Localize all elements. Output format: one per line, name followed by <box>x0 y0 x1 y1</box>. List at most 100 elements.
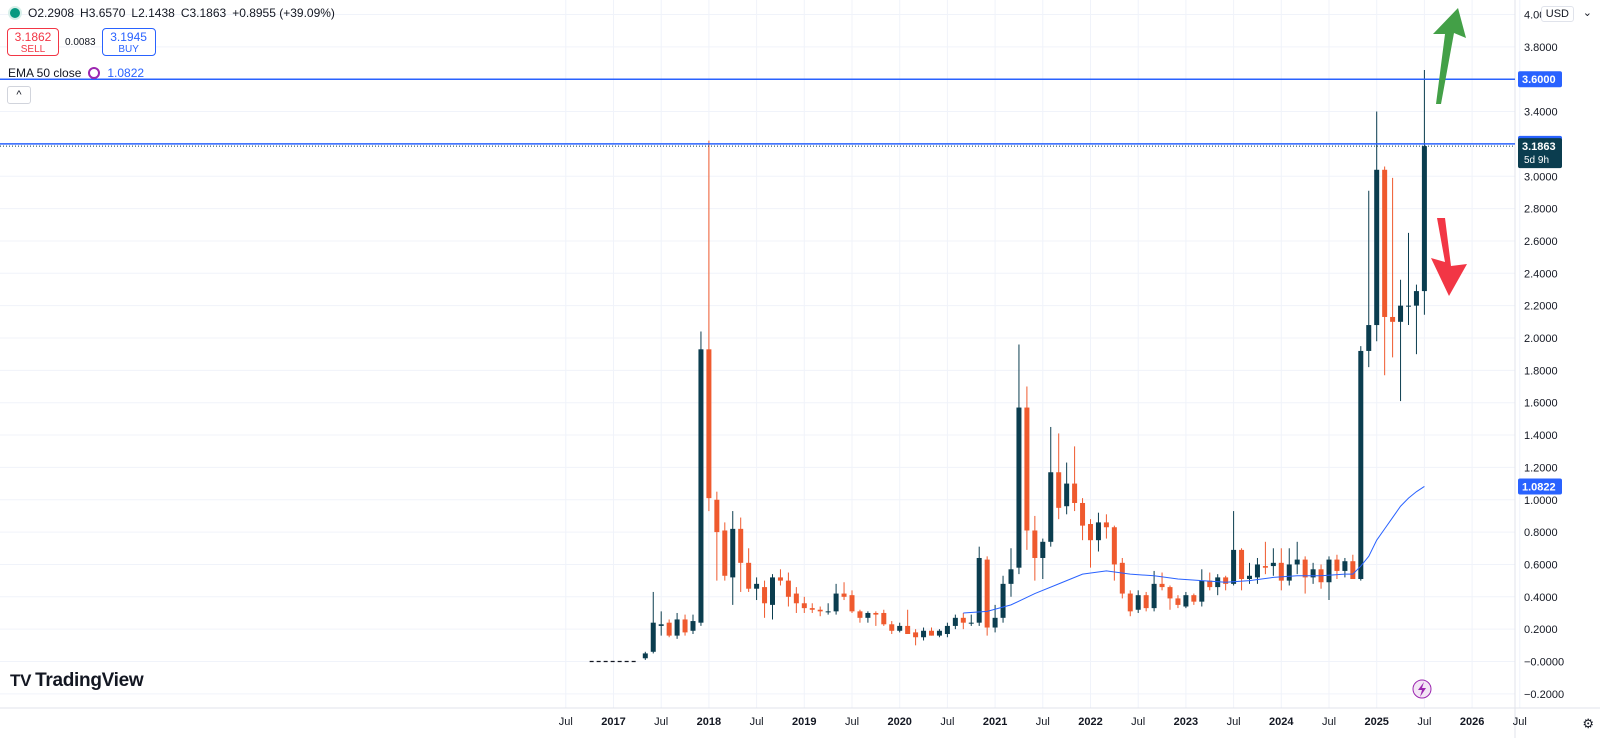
y-tick-label: 2.6000 <box>1524 236 1558 248</box>
candle-body <box>698 349 704 623</box>
candle-body <box>889 624 895 631</box>
last-price-badge: 3.1863 <box>1522 141 1556 153</box>
candle-body <box>873 612 879 615</box>
x-tick-label: 2024 <box>1269 716 1294 728</box>
market-status-icon <box>8 6 22 20</box>
candle-body <box>1135 595 1141 610</box>
candle-body <box>770 577 775 605</box>
candle-body <box>1040 541 1046 558</box>
candle-body <box>1239 549 1245 580</box>
x-tick-label: 2021 <box>983 716 1007 728</box>
candle-body <box>1413 291 1419 306</box>
sell-button[interactable]: 3.1862 SELL <box>7 28 59 56</box>
y-tick-label: 3.8000 <box>1524 42 1558 54</box>
candle-body <box>1072 483 1078 503</box>
y-tick-label: 1.2000 <box>1524 462 1558 474</box>
candle-body <box>913 632 919 638</box>
candle-body <box>849 595 855 612</box>
candle-body <box>1302 559 1308 578</box>
candle-body <box>992 617 998 628</box>
candle-body <box>1143 595 1149 609</box>
indicator-value: 1.0822 <box>107 66 145 80</box>
candle-body <box>730 528 736 578</box>
gear-icon[interactable]: ⚙ <box>1582 716 1594 731</box>
candle-body <box>1215 577 1221 588</box>
ema-price-badge: 1.0822 <box>1522 481 1556 493</box>
buy-price: 3.1945 <box>110 30 147 44</box>
x-tick-label: Jul <box>1322 716 1336 728</box>
spread-value: 0.0083 <box>65 36 96 48</box>
candle-body <box>793 593 799 604</box>
y-tick-label: −0.2000 <box>1524 689 1564 701</box>
candle-body <box>1247 575 1252 580</box>
candle-body <box>881 612 887 625</box>
x-tick-label: 2025 <box>1364 716 1388 728</box>
candle-body <box>650 622 656 652</box>
y-tick-label: 2.2000 <box>1524 301 1558 313</box>
candle-body <box>1334 559 1340 571</box>
red-down-arrow <box>1431 218 1467 296</box>
candle-body <box>1127 593 1133 612</box>
candle-body <box>706 349 712 499</box>
candle-body <box>1183 595 1189 607</box>
y-tick-label: 1.0000 <box>1524 495 1558 507</box>
level-price-badge-bg <box>1518 71 1562 88</box>
candle-body <box>817 609 823 612</box>
x-tick-label: 2017 <box>601 716 625 728</box>
candle-body <box>1278 562 1284 581</box>
x-tick-label: Jul <box>1513 716 1527 728</box>
candle-body <box>905 625 911 635</box>
candle-body <box>1374 169 1380 326</box>
candle-body <box>1207 580 1213 588</box>
x-tick-label: Jul <box>940 716 954 728</box>
candle-body <box>1421 146 1427 292</box>
ohlc-legend: O2.2908 H3.6570 L2.1438 C3.1863 +0.8955 … <box>8 6 335 20</box>
candle-body <box>1056 472 1062 508</box>
last-price-badge-bg <box>1518 138 1562 169</box>
collapse-legend-button[interactable]: ^ <box>7 86 31 104</box>
candle-body <box>674 619 680 636</box>
candle-body <box>777 577 783 581</box>
currency-selector[interactable]: USD <box>1540 6 1574 22</box>
close-value: C3.1863 <box>180 6 227 20</box>
candle-body <box>1310 569 1316 578</box>
candle-body <box>1119 562 1125 594</box>
chevron-down-icon[interactable]: ⌄ <box>1582 7 1592 19</box>
candle-body <box>1167 587 1173 599</box>
candle-body <box>1103 522 1109 528</box>
candle-body <box>1286 564 1292 581</box>
candle-body <box>1199 580 1205 602</box>
candle-body <box>944 625 950 635</box>
y-tick-label: 3.4000 <box>1524 107 1558 119</box>
candle-body <box>1254 564 1260 578</box>
buy-button[interactable]: 3.1945 BUY <box>101 28 156 56</box>
candle-body <box>1000 583 1006 618</box>
sell-label: SELL <box>20 44 46 55</box>
x-tick-label: 2019 <box>792 716 816 728</box>
candle-body <box>682 619 688 633</box>
candle-body <box>1024 407 1030 531</box>
trade-panel: 3.1862 SELL 0.0083 3.1945 BUY <box>7 28 156 56</box>
y-tick-label: 1.6000 <box>1524 398 1558 410</box>
candle-body <box>952 617 958 626</box>
candle-body <box>1390 316 1396 322</box>
candle-body <box>1088 524 1093 541</box>
candle-body <box>1111 527 1117 565</box>
candle-body <box>1095 522 1101 541</box>
candle-body <box>1358 350 1364 580</box>
candle-body <box>714 499 720 533</box>
candle-body <box>929 630 934 636</box>
candle-body <box>801 603 807 609</box>
candle-body <box>762 587 768 604</box>
candle-body <box>865 612 871 618</box>
indicator-legend[interactable]: EMA 50 close 1.0822 <box>8 66 144 80</box>
candle-body <box>1223 577 1229 584</box>
candle-body <box>841 593 847 597</box>
tradingview-logo[interactable]: TV TradingView <box>10 670 144 692</box>
candle-body <box>857 611 863 618</box>
y-tick-label: −0.0000 <box>1524 657 1564 669</box>
high-value: H3.6570 <box>80 6 126 20</box>
x-tick-label: Jul <box>845 716 859 728</box>
y-tick-label: 0.4000 <box>1524 592 1558 604</box>
